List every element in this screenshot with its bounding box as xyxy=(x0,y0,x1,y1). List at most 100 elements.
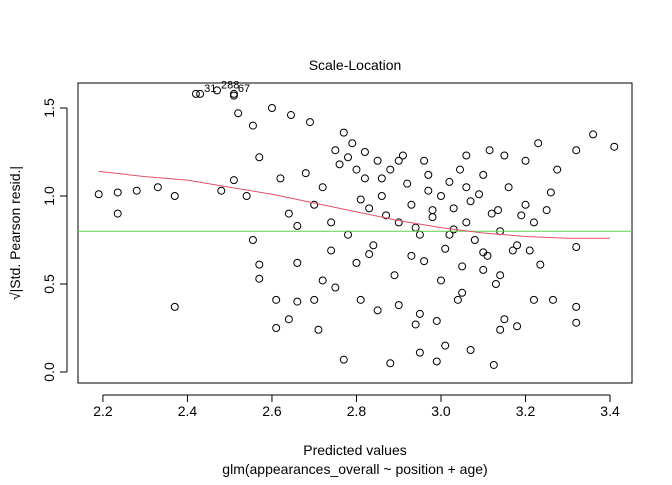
point xyxy=(449,204,458,213)
smooth-line xyxy=(98,170,611,239)
point xyxy=(310,200,319,209)
point xyxy=(441,341,450,350)
point xyxy=(462,183,471,192)
point xyxy=(318,276,327,285)
y-tick-label: 1.5 xyxy=(41,98,57,118)
point xyxy=(398,151,407,160)
point xyxy=(487,209,496,218)
point xyxy=(407,251,416,260)
point xyxy=(432,316,441,325)
point xyxy=(415,309,424,318)
point xyxy=(424,170,433,179)
point xyxy=(356,295,365,304)
point xyxy=(339,128,348,137)
point xyxy=(415,230,424,239)
point xyxy=(420,257,429,266)
point xyxy=(529,218,538,227)
point xyxy=(500,151,509,160)
point xyxy=(534,139,543,148)
point xyxy=(436,191,445,200)
point xyxy=(546,188,555,197)
point xyxy=(407,200,416,209)
point xyxy=(217,186,226,195)
point-label: 67 xyxy=(238,83,250,95)
point xyxy=(286,111,295,120)
point xyxy=(213,86,222,95)
point xyxy=(310,295,319,304)
point xyxy=(267,103,276,112)
point xyxy=(496,271,505,280)
point xyxy=(504,183,513,192)
point xyxy=(536,260,545,269)
point xyxy=(339,355,348,364)
point xyxy=(234,109,243,118)
point xyxy=(445,230,454,239)
point xyxy=(445,177,454,186)
y-tick-label: 1.0 xyxy=(41,186,57,206)
point-label: 288 xyxy=(221,79,239,91)
point xyxy=(293,258,302,267)
point xyxy=(229,176,238,185)
point xyxy=(394,218,403,227)
point xyxy=(415,348,424,357)
y-tick-label: 0.5 xyxy=(41,274,57,294)
point xyxy=(428,206,437,215)
point xyxy=(318,183,327,192)
point xyxy=(356,195,365,204)
point xyxy=(589,130,598,139)
point xyxy=(248,235,257,244)
point xyxy=(229,89,238,98)
point-label: 31 xyxy=(204,83,216,95)
point xyxy=(276,174,285,183)
point xyxy=(394,156,403,165)
point xyxy=(466,197,475,206)
point xyxy=(344,153,353,162)
point xyxy=(441,244,450,253)
plot-box xyxy=(77,82,633,384)
point xyxy=(360,147,369,156)
x-tick-label: 2.2 xyxy=(93,403,113,419)
point xyxy=(377,191,386,200)
x-tick-label: 2.6 xyxy=(262,403,282,419)
point xyxy=(327,218,336,227)
point xyxy=(373,306,382,315)
point xyxy=(610,142,619,151)
point xyxy=(432,357,441,366)
point xyxy=(255,260,264,269)
point xyxy=(470,235,479,244)
point xyxy=(335,160,344,169)
point xyxy=(458,262,467,271)
point xyxy=(521,200,530,209)
point xyxy=(458,288,467,297)
y-tick-label: 0.0 xyxy=(41,362,57,382)
point xyxy=(572,243,581,252)
point xyxy=(301,169,310,178)
point xyxy=(424,186,433,195)
point xyxy=(373,156,382,165)
point xyxy=(255,153,264,162)
point xyxy=(489,360,498,369)
point xyxy=(94,190,103,199)
point xyxy=(348,139,357,148)
point xyxy=(386,165,395,174)
x-tick-label: 3.0 xyxy=(431,403,451,419)
point xyxy=(513,322,522,331)
point xyxy=(255,274,264,283)
point xyxy=(132,186,141,195)
x-tick-label: 2.8 xyxy=(347,403,367,419)
x-tick-label: 2.4 xyxy=(178,403,198,419)
point xyxy=(462,151,471,160)
point xyxy=(475,190,484,199)
point xyxy=(548,295,557,304)
point xyxy=(386,359,395,368)
point xyxy=(479,265,488,274)
point xyxy=(529,295,538,304)
x-tick-label: 3.4 xyxy=(600,403,620,419)
point xyxy=(521,156,530,165)
point xyxy=(369,241,378,250)
point xyxy=(284,315,293,324)
point xyxy=(479,170,488,179)
point xyxy=(272,295,281,304)
point xyxy=(553,165,562,174)
